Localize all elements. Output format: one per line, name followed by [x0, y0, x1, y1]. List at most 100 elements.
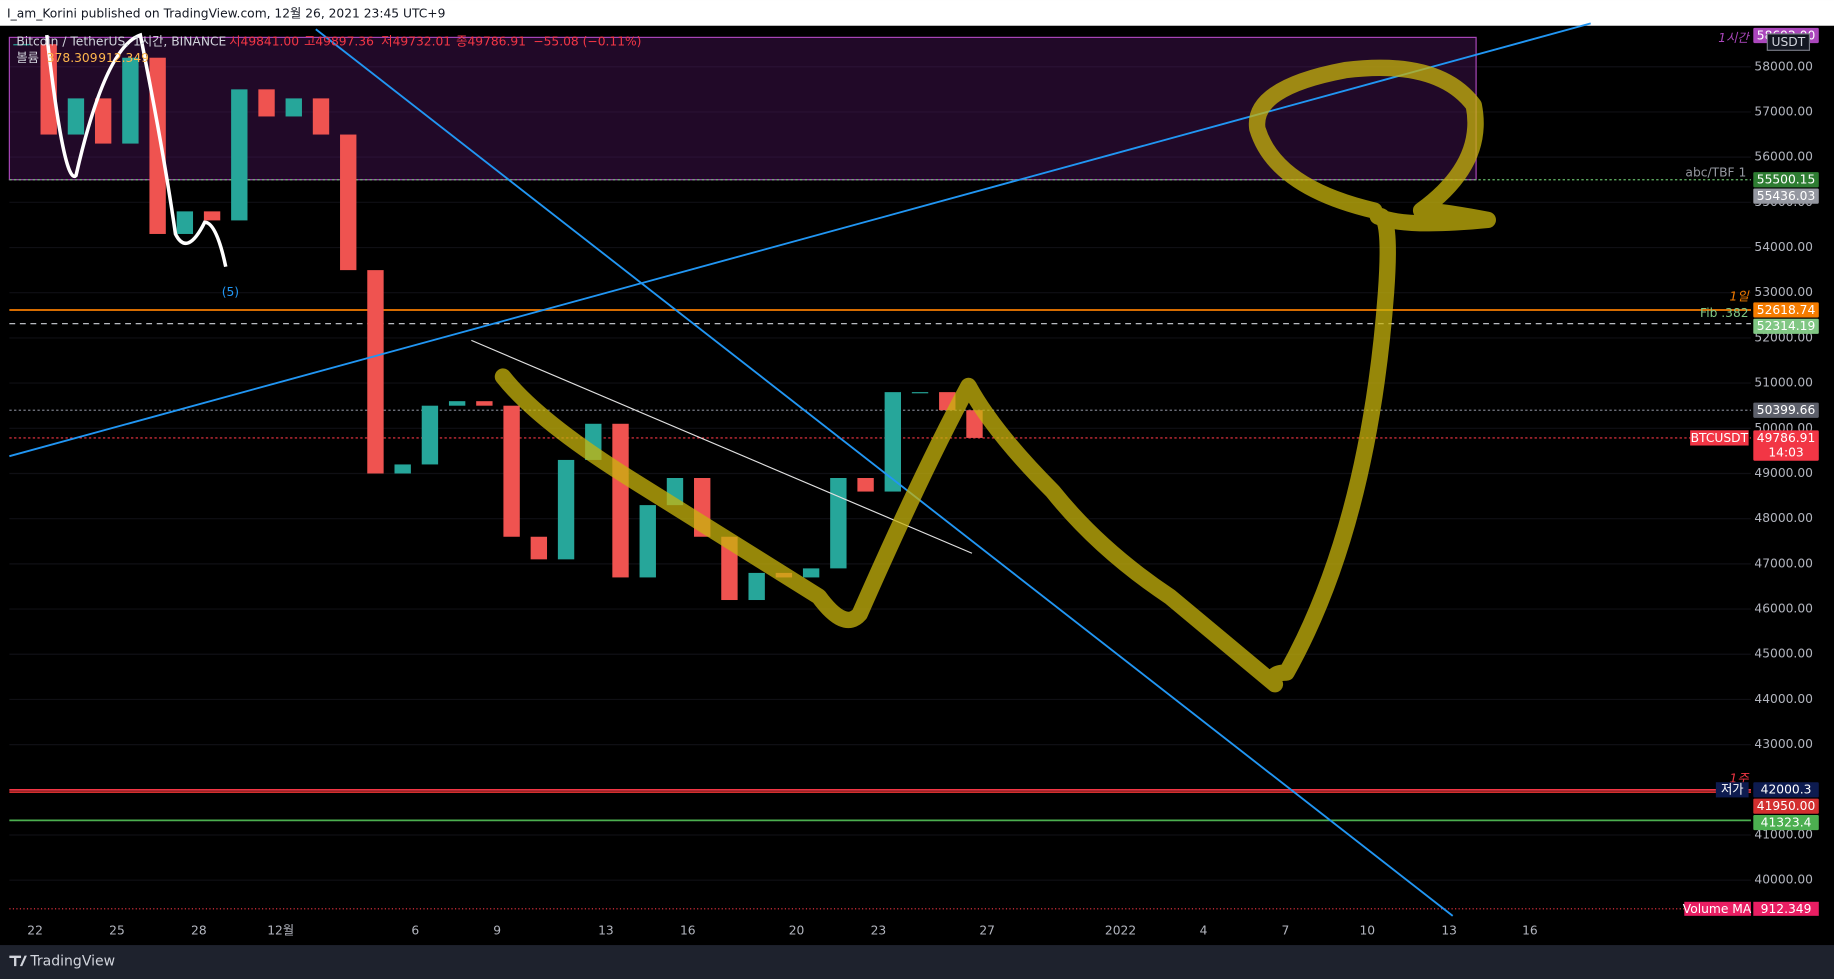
legend-symbol: Bitcoin / TetherUS, 1시간, BINANCE	[16, 35, 226, 49]
footer-bar	[0, 945, 1834, 979]
symbol-tag	[1690, 430, 1749, 446]
price-tag	[1753, 430, 1819, 461]
currency: USDT	[1772, 35, 1806, 49]
candle	[394, 464, 411, 474]
x-tick-label: 22	[27, 924, 43, 938]
legend-volume-ma: 912.349	[98, 51, 149, 65]
legend-volume-label: 볼륨	[16, 51, 39, 65]
logo	[9, 955, 27, 967]
candle	[530, 536, 548, 560]
annotation: 1주	[1730, 771, 1751, 785]
legend: Bitcoin / TetherUS, 1시간, BINANCE 시49841.…	[16, 35, 641, 65]
candle	[448, 401, 466, 406]
candle	[258, 89, 275, 117]
y-tick-label: 41000.00	[1754, 828, 1813, 842]
legend-change: −55.08 (−0.11%)	[533, 35, 641, 49]
symbol-tag-label: 저가	[1721, 783, 1744, 797]
legend-volume: 378.309	[47, 51, 98, 65]
candle	[13, 44, 30, 46]
y-tick-label: 40000.00	[1754, 873, 1813, 887]
x-tick-label: 6	[411, 924, 419, 938]
candle	[367, 270, 384, 474]
x-tick-label: 13	[598, 924, 614, 938]
symbol-tag	[1715, 782, 1749, 798]
x-tick-label: 9	[493, 924, 501, 938]
candle	[67, 98, 85, 135]
countdown: 14:03	[1768, 446, 1803, 460]
candle	[94, 98, 112, 144]
candle	[639, 505, 656, 578]
price-tag-label: 41323.4	[1761, 815, 1812, 829]
annotation: 1일	[1730, 290, 1751, 304]
x-tick-label: 2022	[1105, 924, 1136, 938]
x-tick-label: 27	[979, 924, 995, 938]
annotation: 1시간	[1718, 31, 1750, 45]
hand-drawing	[494, 59, 1496, 693]
price-tag	[1753, 402, 1819, 418]
candle	[802, 568, 820, 578]
y-tick-label: 51000.00	[1754, 376, 1813, 390]
brand: TradingView	[29, 953, 115, 969]
candle	[122, 57, 139, 144]
y-tick-label: 46000.00	[1754, 602, 1813, 616]
x-tick-label: 23	[871, 924, 887, 938]
price-tag-label: 52618.74	[1757, 303, 1816, 317]
price-tag	[1753, 782, 1819, 798]
price-tag	[1753, 172, 1819, 188]
candle	[884, 392, 901, 492]
price-tag	[1753, 318, 1819, 334]
price-tag-label: 52314.19	[1757, 319, 1816, 333]
y-tick-label: 58000.00	[1754, 59, 1813, 73]
price-tag	[1753, 302, 1819, 318]
symbol-tag-label: BTCUSDT	[1691, 431, 1749, 445]
x-tick-label: 16	[1522, 924, 1538, 938]
y-tick-label: 43000.00	[1754, 737, 1813, 751]
candle	[911, 392, 929, 394]
candle	[312, 98, 330, 135]
price-tag	[1753, 814, 1819, 831]
volume-ma-tag	[1684, 901, 1751, 916]
x-tick-label: 25	[109, 924, 125, 938]
trend-line	[9, 22, 1591, 458]
candle	[231, 89, 248, 221]
y-tick-label: 56000.00	[1754, 150, 1813, 164]
price-tag-label: 55500.15	[1757, 173, 1816, 187]
legend-high: 고49897.36	[304, 35, 374, 49]
annotation: (5)	[222, 285, 239, 299]
y-tick-label: 47000.00	[1754, 556, 1813, 570]
price-tag-label: 55436.03	[1757, 189, 1816, 203]
x-tick-label: 28	[191, 924, 207, 938]
price-tag-label: 49786.91	[1757, 431, 1816, 445]
plot: 22 25 28 12월 6 9 13 16 20 23 27 2022 4 7 10 13 16 1시간 abc/…	[8, 31, 1751, 938]
y-tick-label: 54000.00	[1754, 240, 1813, 254]
drawings	[9, 22, 1591, 917]
candle	[340, 134, 357, 271]
y-tick-label: 53000.00	[1754, 285, 1813, 299]
zone	[8, 36, 1477, 181]
legend-open: 시49841.00	[229, 35, 299, 49]
candle	[149, 57, 166, 234]
candle	[857, 478, 874, 492]
price-tag	[1753, 188, 1819, 204]
candle	[830, 478, 847, 569]
x-tick-label: 10	[1360, 924, 1376, 938]
y-tick-label: 44000.00	[1754, 692, 1813, 706]
publisher: I_am_Korini published on TradingView.com…	[7, 7, 445, 21]
x-tick-label: 12월	[267, 924, 294, 938]
x-tick-label: 13	[1441, 924, 1457, 938]
legend-low: 저49732.01	[381, 35, 451, 49]
y-tick-label: 49000.00	[1754, 466, 1813, 480]
annotation: abc/TBF 1	[1685, 166, 1746, 180]
annotation: Fib .382	[1700, 306, 1749, 320]
candle	[748, 572, 765, 601]
x-tick-label: 16	[680, 924, 696, 938]
y-tick-label: 45000.00	[1754, 647, 1813, 661]
header-bar	[0, 0, 1834, 26]
x-tick-label: 7	[1282, 924, 1290, 938]
x-tick-label: 20	[789, 924, 805, 938]
currency-tag	[1766, 33, 1811, 51]
candle	[503, 405, 520, 537]
wave-drawing	[45, 32, 228, 268]
